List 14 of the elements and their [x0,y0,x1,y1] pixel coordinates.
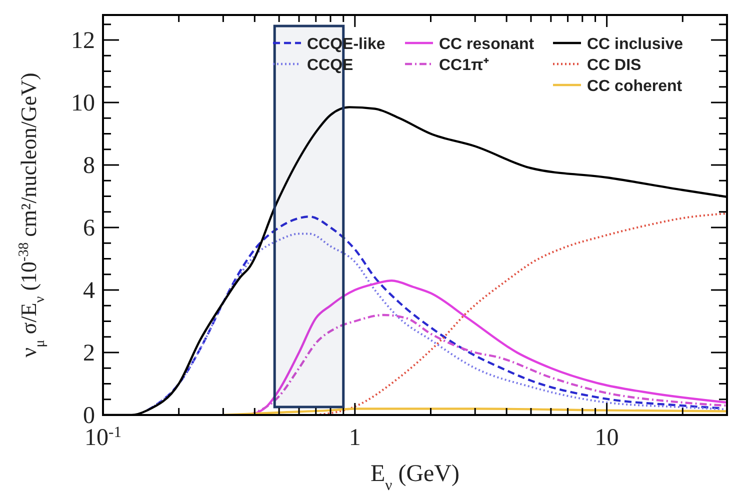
y-tick-label: 4 [83,278,95,304]
y-tick-label: 6 [83,216,95,242]
x-tick-label: 10 [594,425,619,451]
y-tick-label: 8 [83,153,95,179]
x-axis-title: E$_{ν}$ (GeV) [370,461,460,493]
legend-label: CC coherent [587,78,683,95]
legend-label: CC DIS [587,57,642,74]
legend-label: CC1π⁺ [439,57,490,74]
legend-label: CC inclusive [587,36,684,53]
y-tick-label: 10 [71,90,95,116]
y-tick-label: 12 [71,28,95,54]
y-tick-label: 2 [83,340,95,366]
legend-label: CC resonant [439,36,535,53]
x-tick-label: 1 [348,425,361,451]
